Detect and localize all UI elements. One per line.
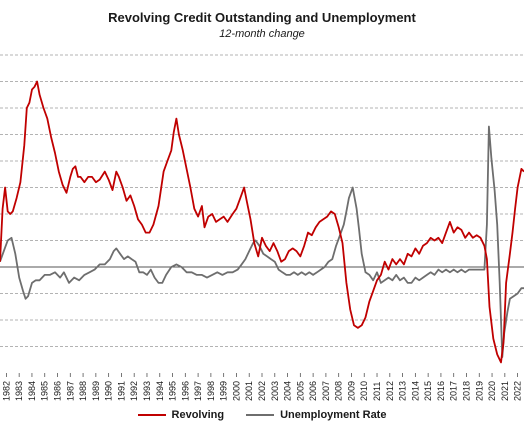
x-tick-label: 2016 [436, 381, 446, 401]
x-tick-label: 2008 [334, 381, 344, 401]
x-tick-label: 2010 [359, 381, 369, 401]
x-tick-label: 1991 [116, 381, 126, 401]
x-tick-label: 1998 [206, 381, 216, 401]
x-tick-label: 1996 [180, 381, 190, 401]
x-tick-label: 1999 [219, 381, 229, 401]
x-tick-label: 1994 [155, 381, 165, 401]
series-line-unemployment-rate [0, 125, 524, 358]
x-tick-label: 1995 [168, 381, 178, 401]
x-tick-label: 1989 [91, 381, 101, 401]
legend-item-revolving: Revolving [137, 409, 225, 421]
x-tick-label: 1986 [53, 381, 63, 401]
x-tick-label: 1985 [40, 381, 50, 401]
x-tick-label: 1982 [1, 381, 11, 401]
x-tick-label: 2020 [487, 381, 497, 401]
x-tick-label: 1984 [27, 381, 37, 401]
x-tick-label: 2003 [270, 381, 280, 401]
x-tick-label: 2009 [346, 381, 356, 401]
legend: Revolving Unemployment Rate [0, 409, 524, 421]
series-line-revolving [0, 80, 524, 364]
x-tick-label: 2022 [513, 381, 523, 401]
x-tick-label: 1997 [193, 381, 203, 401]
legend-label-revolving: Revolving [171, 409, 225, 421]
x-tick-label: 2017 [449, 381, 459, 401]
x-tick-label: 2004 [283, 381, 293, 401]
x-tick-label: 2021 [500, 381, 510, 401]
x-tick-label: 1990 [104, 381, 114, 401]
x-tick-label: 2000 [231, 381, 241, 401]
x-tick-label: 1993 [142, 381, 152, 401]
legend-swatch-revolving [137, 413, 166, 417]
x-tick-label: 2019 [474, 381, 484, 401]
x-tick-label: 2012 [385, 381, 395, 401]
x-tick-label: 1988 [78, 381, 88, 401]
x-tick-label: 2001 [244, 381, 254, 401]
series-lines [0, 80, 524, 364]
x-tick-label: 2011 [372, 382, 382, 401]
x-tick-label: 2005 [295, 381, 305, 401]
x-tick-label: 2013 [398, 381, 408, 401]
chart-title: Revolving Credit Outstanding and Unemplo… [108, 10, 416, 25]
gridlines [0, 54, 524, 347]
x-tick-label: 2014 [410, 381, 420, 401]
x-tick-label: 2007 [321, 381, 331, 401]
x-tick-label: 1992 [129, 381, 139, 401]
legend-swatch-unemployment [246, 413, 275, 417]
legend-label-unemployment: Unemployment Rate [280, 409, 387, 421]
x-axis-tick-labels: 1982 1983 1984 1985 1986 1987 1988 1989 1990 1991… [1, 381, 522, 401]
legend-item-unemployment: Unemployment Rate [246, 409, 386, 421]
x-tick-label: 2006 [308, 381, 318, 401]
chart-subtitle: 12-month change [219, 28, 305, 40]
x-tick-label: 1983 [14, 381, 24, 401]
x-axis-ticks [5, 373, 519, 377]
x-tick-label: 2018 [461, 381, 471, 401]
x-tick-label: 2015 [423, 381, 433, 401]
x-tick-label: 2002 [257, 381, 267, 401]
x-tick-label: 1987 [65, 381, 75, 401]
